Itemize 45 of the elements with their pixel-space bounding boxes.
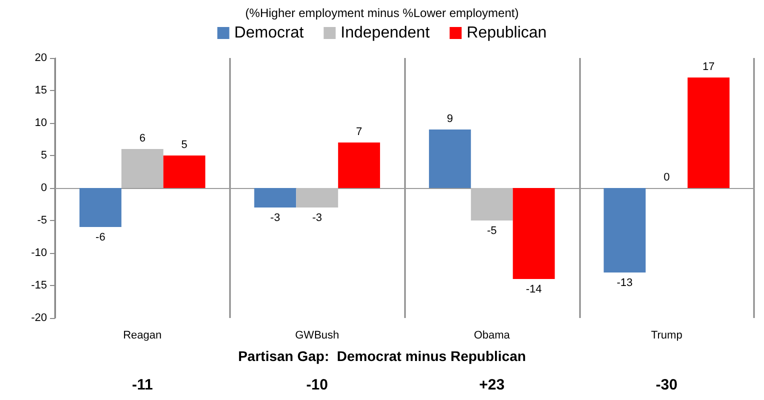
data-label: -3 [270, 212, 280, 224]
y-tick-label: -5 [37, 214, 47, 226]
bar [338, 142, 380, 188]
y-tick-label: -15 [31, 280, 47, 292]
data-label: 9 [446, 113, 453, 125]
bar [296, 188, 338, 208]
bar [79, 188, 122, 227]
y-tick-label: -20 [31, 312, 47, 324]
y-tick-label: -10 [31, 247, 47, 259]
text: -10 [306, 376, 328, 394]
y-tick-label: 10 [34, 117, 47, 129]
text: -11 [132, 376, 153, 394]
data-label: -6 [96, 232, 106, 244]
bar [688, 78, 730, 188]
chart-subtitle: (%Higher employment minus %Lower employment) [245, 6, 519, 20]
bar [163, 156, 206, 188]
data-label: 17 [702, 61, 715, 73]
x-tick-label: Reagan [123, 330, 162, 342]
x-tick-label: Trump [650, 330, 682, 342]
bar [512, 188, 555, 279]
data-label: 6 [139, 132, 146, 144]
data-label: -3 [312, 212, 322, 224]
bar [604, 188, 646, 272]
data-label: 0 [664, 172, 670, 184]
bar [428, 130, 471, 188]
y-tick-label: 15 [34, 84, 47, 96]
legend-label: Democrat [234, 24, 304, 42]
text: -30 [656, 376, 678, 394]
text: +23 [479, 376, 505, 394]
data-label: 7 [356, 126, 362, 138]
legend-label: Independent [340, 24, 430, 42]
data-label: -13 [616, 277, 633, 289]
y-tick-label: 0 [40, 182, 47, 194]
y-tick-label: 5 [40, 150, 47, 162]
x-tick-label: GWBush [295, 330, 340, 342]
data-label: -14 [526, 284, 542, 296]
data-label: 5 [181, 139, 188, 151]
bar [254, 188, 296, 208]
data-label: -5 [486, 225, 497, 237]
y-tick-label: 20 [34, 52, 47, 64]
bar [121, 149, 164, 188]
legend-label: Republican [466, 24, 547, 42]
bar [470, 188, 513, 220]
text: Partisan Gap: Democrat minus Republican [238, 348, 526, 364]
x-tick-label: Obama [474, 330, 511, 342]
